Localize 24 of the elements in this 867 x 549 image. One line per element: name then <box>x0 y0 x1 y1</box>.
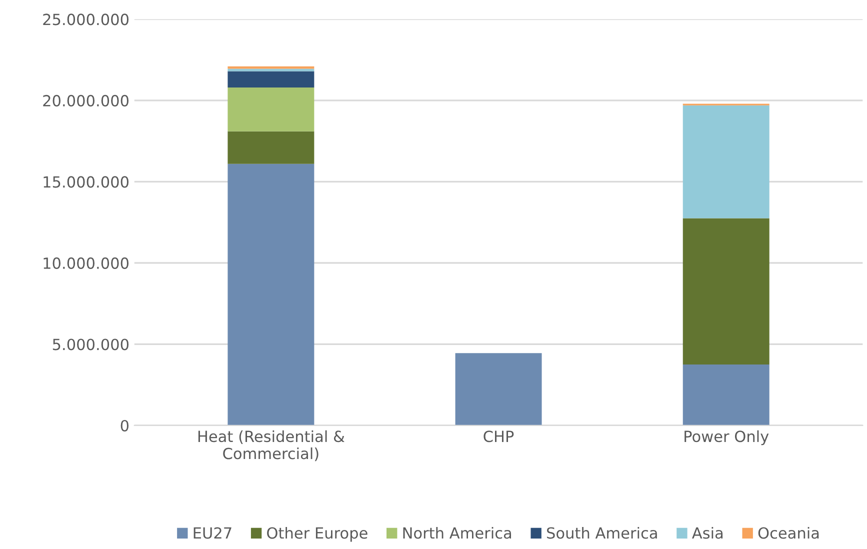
bar <box>682 218 770 365</box>
bar <box>228 87 314 132</box>
x-tick-label: Power Only <box>684 430 769 446</box>
y-tick-label: 25.000.000 <box>43 14 129 26</box>
bar <box>455 353 542 426</box>
bar <box>682 364 770 426</box>
bar <box>682 105 770 218</box>
y-tick-label: 0 <box>120 420 129 432</box>
legend-label: North America <box>403 526 512 539</box>
legend-label: Other Europe <box>267 526 368 542</box>
x-tick-label: Heat (Residential & Commercial) <box>198 430 344 462</box>
legend-label: Asia <box>692 526 723 539</box>
bar <box>228 66 314 69</box>
y-tick-label: 5.000.000 <box>52 338 129 350</box>
legend-label: EU27 <box>194 527 232 539</box>
bar <box>228 131 314 164</box>
bar <box>228 71 314 88</box>
y-tick-label: 10.000.000 <box>44 257 129 269</box>
y-tick-label: 15.000.000 <box>44 176 129 188</box>
x-tick-label: CHP <box>484 430 514 442</box>
y-tick-label: 20.000.000 <box>43 94 129 106</box>
bar <box>228 164 314 426</box>
legend-label: South America <box>547 526 657 539</box>
legend-label: Oceania <box>758 526 819 539</box>
